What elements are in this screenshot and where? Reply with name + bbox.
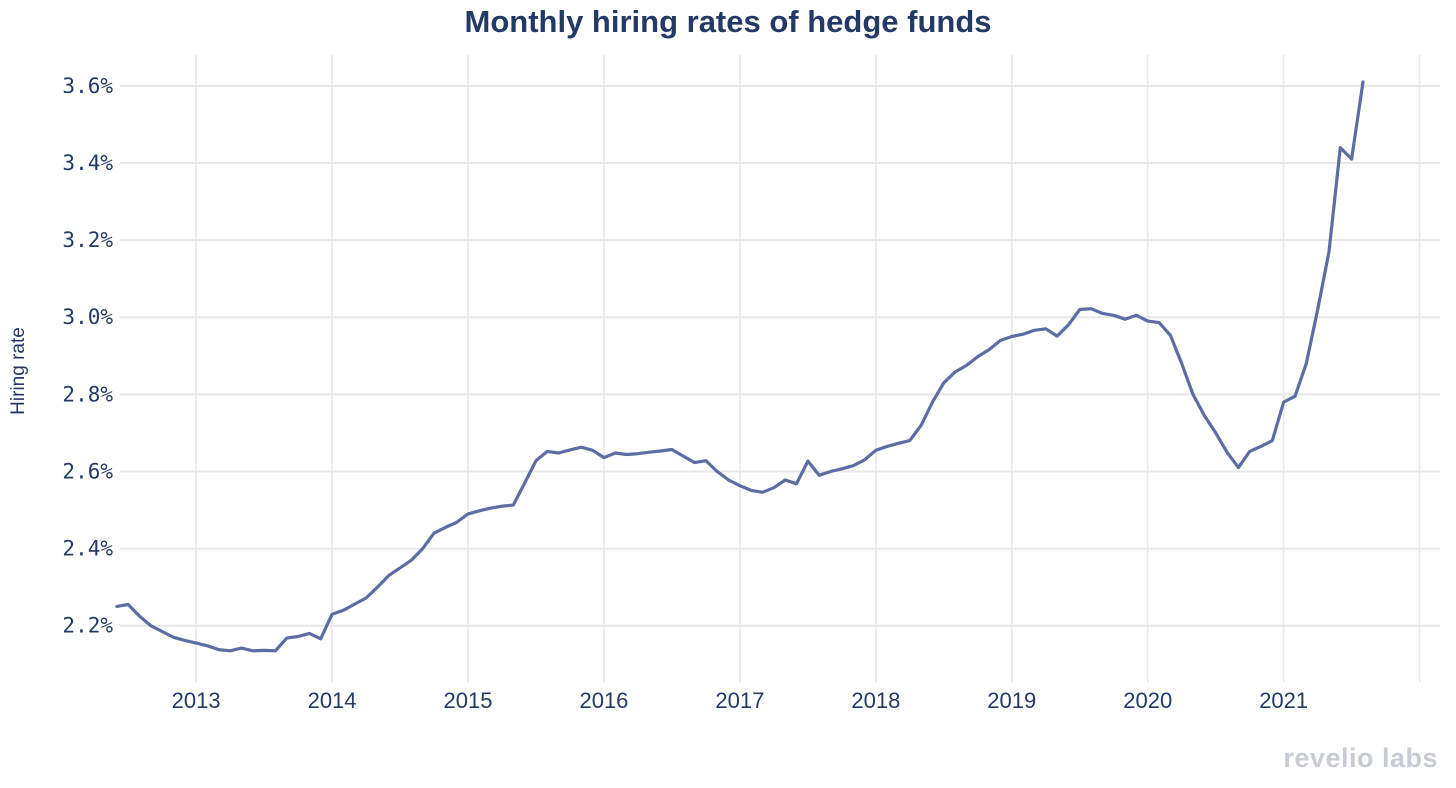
x-tick-label: 2019 xyxy=(987,688,1036,713)
y-tick-label: 2.6% xyxy=(62,459,113,483)
y-tick-label: 2.2% xyxy=(62,614,113,638)
y-tick-label: 3.4% xyxy=(62,151,113,175)
x-tick-label: 2018 xyxy=(851,688,900,713)
y-tick-label: 3.2% xyxy=(62,228,113,252)
x-tick-label: 2014 xyxy=(308,688,357,713)
y-tick-label: 3.0% xyxy=(62,305,113,329)
y-tick-label: 2.4% xyxy=(62,537,113,561)
x-tick-label: 2015 xyxy=(444,688,493,713)
chart-title: Monthly hiring rates of hedge funds xyxy=(464,4,992,39)
x-tick-label: 2016 xyxy=(579,688,628,713)
x-tick-label: 2013 xyxy=(172,688,221,713)
revelio-labs-watermark: revelio labs xyxy=(1283,743,1438,774)
y-tick-label: 3.6% xyxy=(62,74,113,98)
series-line xyxy=(115,80,1365,653)
x-tick-label: 2017 xyxy=(715,688,764,713)
x-tick-label: 2020 xyxy=(1123,688,1172,713)
x-tick-label: 2021 xyxy=(1259,688,1308,713)
y-tick-label: 2.8% xyxy=(62,382,113,406)
watermark-text: revelio labs xyxy=(1283,743,1438,773)
